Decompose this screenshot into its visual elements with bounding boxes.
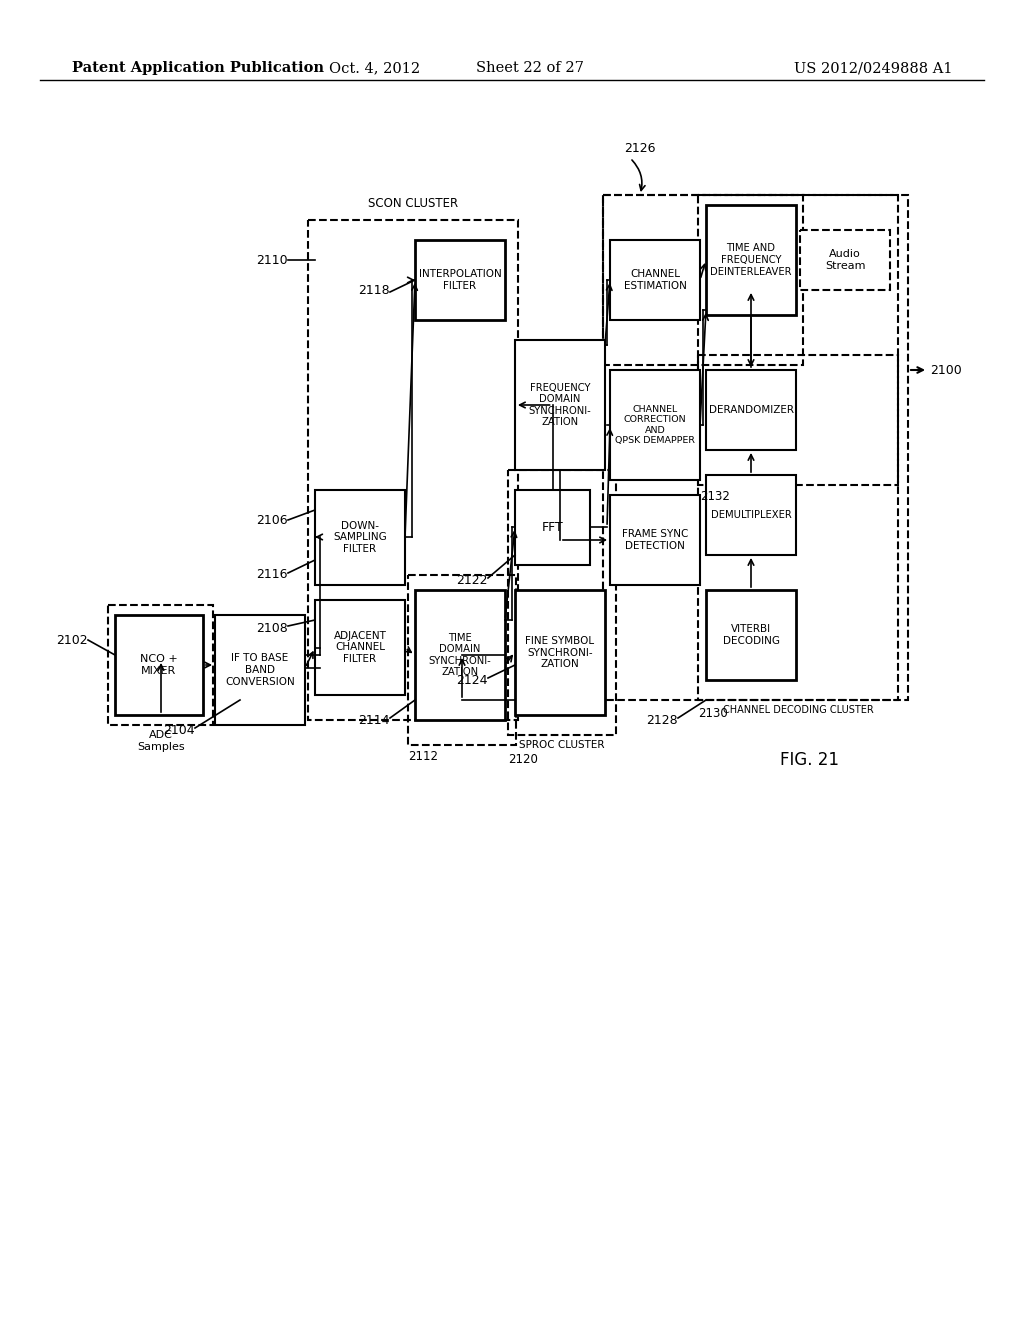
Bar	[515, 341, 605, 470]
Bar	[308, 220, 518, 719]
Text: CHANNEL
ESTIMATION: CHANNEL ESTIMATION	[624, 269, 686, 290]
Text: Audio
Stream: Audio Stream	[824, 249, 865, 271]
Text: US 2012/0249888 A1: US 2012/0249888 A1	[794, 61, 952, 75]
Text: 2122: 2122	[457, 573, 488, 586]
Text: 2126: 2126	[625, 141, 655, 154]
Text: INTERPOLATION
FILTER: INTERPOLATION FILTER	[419, 269, 502, 290]
Bar	[706, 370, 796, 450]
Text: 2114: 2114	[358, 714, 390, 726]
Text: VITERBI
DECODING: VITERBI DECODING	[723, 624, 779, 645]
Bar	[610, 240, 700, 319]
Text: ADC
Samples: ADC Samples	[137, 730, 184, 751]
Bar	[698, 355, 898, 700]
Text: 2124: 2124	[457, 673, 488, 686]
Text: IF TO BASE
BAND
CONVERSION: IF TO BASE BAND CONVERSION	[225, 653, 295, 686]
Bar	[408, 576, 516, 744]
Text: Sheet 22 of 27: Sheet 22 of 27	[476, 61, 584, 75]
Bar	[706, 475, 796, 554]
Text: 2130: 2130	[698, 708, 728, 719]
Text: DOWN-
SAMPLING
FILTER: DOWN- SAMPLING FILTER	[333, 521, 387, 554]
Text: NCO +
MIXER: NCO + MIXER	[140, 655, 178, 676]
Text: 2116: 2116	[256, 569, 288, 582]
Bar	[415, 590, 505, 719]
Text: 2110: 2110	[256, 253, 288, 267]
Text: 2102: 2102	[56, 634, 88, 647]
Text: FREQUENCY
DOMAIN
SYNCHRONI-
ZATION: FREQUENCY DOMAIN SYNCHRONI- ZATION	[528, 383, 592, 428]
Bar	[706, 590, 796, 680]
Text: FFT: FFT	[542, 521, 563, 535]
Text: 2118: 2118	[358, 284, 390, 297]
Bar	[508, 470, 616, 735]
Text: FINE SYMBOL
SYNCHRONI-
ZATION: FINE SYMBOL SYNCHRONI- ZATION	[525, 636, 595, 669]
Text: 2112: 2112	[408, 750, 438, 763]
Text: 2132: 2132	[700, 490, 730, 503]
Text: SCON CLUSTER: SCON CLUSTER	[368, 197, 458, 210]
Bar	[698, 195, 898, 484]
Text: CHANNEL DECODING CLUSTER: CHANNEL DECODING CLUSTER	[723, 705, 873, 715]
Text: TIME
DOMAIN
SYNCHRONI-
ZATION: TIME DOMAIN SYNCHRONI- ZATION	[429, 632, 492, 677]
Bar	[108, 605, 213, 725]
Bar	[515, 590, 605, 715]
Bar	[215, 615, 305, 725]
Text: 2120: 2120	[508, 752, 538, 766]
Text: Patent Application Publication: Patent Application Publication	[72, 61, 324, 75]
Text: SPROC CLUSTER: SPROC CLUSTER	[519, 741, 605, 750]
Text: 2108: 2108	[256, 622, 288, 635]
Text: 2100: 2100	[930, 363, 962, 376]
Text: FIG. 21: FIG. 21	[780, 751, 840, 770]
Text: CHANNEL
CORRECTION
AND
QPSK DEMAPPER: CHANNEL CORRECTION AND QPSK DEMAPPER	[615, 405, 695, 445]
Bar	[115, 615, 203, 715]
Bar	[315, 601, 406, 696]
Text: DEMULTIPLEXER: DEMULTIPLEXER	[711, 510, 792, 520]
Bar	[315, 490, 406, 585]
Bar	[415, 240, 505, 319]
Text: DERANDOMIZER: DERANDOMIZER	[709, 405, 794, 414]
Text: ADJACENT
CHANNEL
FILTER: ADJACENT CHANNEL FILTER	[334, 631, 386, 664]
Bar	[603, 195, 803, 366]
Text: FRAME SYNC
DETECTION: FRAME SYNC DETECTION	[622, 529, 688, 550]
Text: 2106: 2106	[256, 513, 288, 527]
Bar	[610, 370, 700, 480]
Text: 2128: 2128	[646, 714, 678, 726]
Bar	[706, 205, 796, 315]
Bar	[800, 230, 890, 290]
Text: 2104: 2104	[164, 723, 195, 737]
Text: TIME AND
FREQUENCY
DEINTERLEAVER: TIME AND FREQUENCY DEINTERLEAVER	[711, 243, 792, 277]
Bar	[603, 195, 908, 700]
Bar	[515, 490, 590, 565]
Text: Oct. 4, 2012: Oct. 4, 2012	[330, 61, 421, 75]
Bar	[610, 495, 700, 585]
